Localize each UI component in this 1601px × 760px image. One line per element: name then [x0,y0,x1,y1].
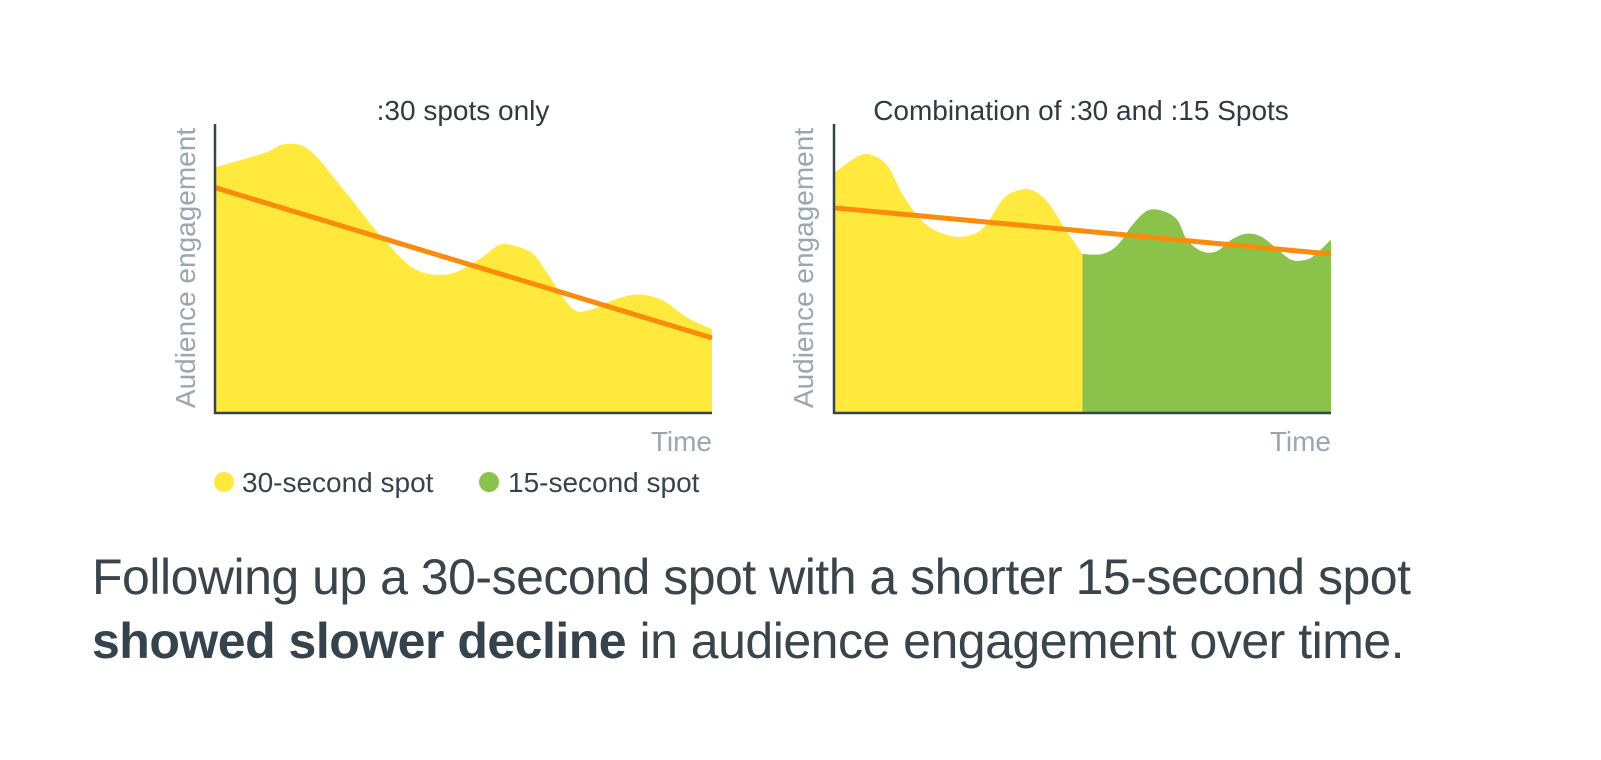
caption-line-1: Following up a 30-second spot with a sho… [92,549,1411,605]
area-series-30-second-spot [834,153,1083,413]
legend: 30-second spot 15-second spot [214,467,700,498]
y-axis-label: Audience engagement [788,128,819,408]
legend-label-30-second: 30-second spot [242,467,434,498]
caption: Following up a 30-second spot with a sho… [92,545,1572,673]
chart-combination: Combination of :30 and :15 Spots Audienc… [788,95,1332,457]
chart-title: Combination of :30 and :15 Spots [873,95,1289,126]
chart-30-only: :30 spots only Audience engagement Time [170,95,713,457]
series-group [215,143,712,413]
caption-rest: in audience engagement over time. [626,613,1405,669]
legend-swatch-30-second [214,472,234,492]
trend-line [214,185,713,341]
series-group [834,153,1331,413]
legend-swatch-15-second [479,472,499,492]
chart-title: :30 spots only [377,95,550,126]
caption-emphasis: showed slower decline [92,613,627,669]
axes [213,124,712,415]
caption-line-2: showed slower decline in audience engage… [92,609,1572,673]
area-series-15-second-spot [1082,209,1331,413]
y-axis-label: Audience engagement [170,128,201,408]
area-series-30-second-spot [215,143,712,413]
x-axis-label: Time [1270,426,1331,457]
axes [832,124,1331,415]
x-axis-label: Time [651,426,712,457]
legend-label-15-second: 15-second spot [508,467,700,498]
trend-line [833,205,1332,257]
